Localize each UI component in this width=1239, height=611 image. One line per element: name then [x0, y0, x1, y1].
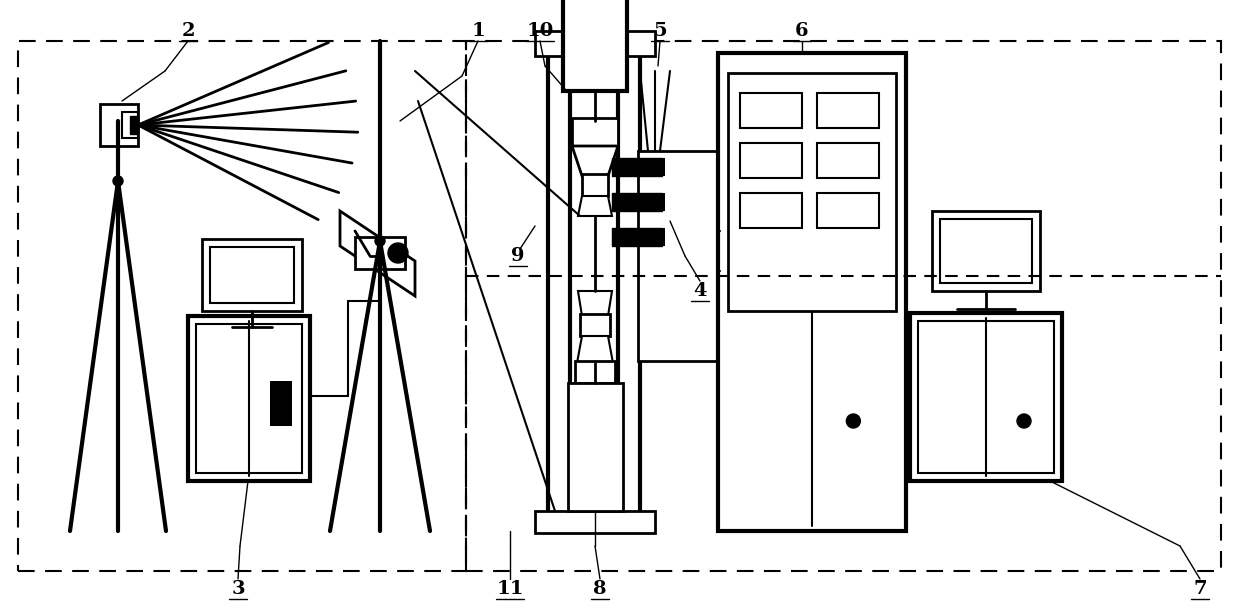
Text: 5: 5	[653, 22, 667, 40]
Bar	[209, 247, 294, 303]
Bar	[612, 158, 662, 176]
Bar	[572, 118, 618, 146]
Text: 4: 4	[694, 282, 706, 300]
Polygon shape	[579, 291, 612, 316]
Bar	[940, 219, 1032, 283]
Text: 10: 10	[527, 22, 554, 40]
Bar	[740, 143, 802, 178]
Text: 11: 11	[497, 580, 524, 598]
Bar	[612, 193, 662, 211]
Polygon shape	[339, 211, 415, 296]
Bar	[612, 193, 662, 211]
Circle shape	[113, 176, 123, 186]
Bar	[356, 237, 405, 269]
Bar	[535, 31, 655, 56]
Text: 8: 8	[593, 580, 607, 598]
Bar	[655, 228, 665, 246]
Bar	[612, 228, 662, 246]
Bar	[717, 53, 906, 531]
Bar	[729, 73, 896, 311]
Polygon shape	[572, 146, 618, 176]
Polygon shape	[577, 336, 613, 363]
Bar	[817, 93, 878, 128]
Bar	[548, 51, 570, 531]
Bar	[121, 112, 138, 138]
Bar	[740, 193, 802, 228]
Bar	[535, 511, 655, 533]
Bar	[196, 324, 302, 473]
Bar	[909, 313, 1062, 481]
Bar	[740, 93, 802, 128]
Text: 7: 7	[1193, 580, 1207, 598]
Bar	[655, 193, 665, 211]
Circle shape	[388, 243, 408, 263]
Bar	[612, 158, 662, 176]
Bar	[655, 158, 665, 176]
Bar	[580, 314, 610, 336]
Bar	[817, 193, 878, 228]
Circle shape	[375, 236, 385, 246]
Polygon shape	[579, 196, 612, 216]
Bar	[612, 228, 662, 246]
Text: 9: 9	[512, 247, 525, 265]
Circle shape	[1017, 414, 1031, 428]
Text: 1: 1	[471, 22, 484, 40]
Bar	[567, 383, 623, 511]
Bar	[618, 51, 641, 531]
Bar	[932, 211, 1040, 291]
Bar	[918, 321, 1054, 473]
Bar	[563, 0, 627, 91]
Bar	[270, 381, 292, 426]
Bar	[19, 41, 466, 571]
Bar	[100, 104, 138, 146]
Bar	[466, 41, 1220, 571]
Bar	[130, 116, 138, 134]
Bar	[638, 151, 717, 361]
Text: 2: 2	[181, 22, 195, 40]
Bar	[202, 239, 302, 311]
Bar	[582, 174, 608, 196]
Bar	[575, 361, 615, 383]
Bar	[817, 143, 878, 178]
Text: 6: 6	[795, 22, 809, 40]
Bar	[188, 316, 310, 481]
Text: 3: 3	[232, 580, 245, 598]
Circle shape	[846, 414, 860, 428]
